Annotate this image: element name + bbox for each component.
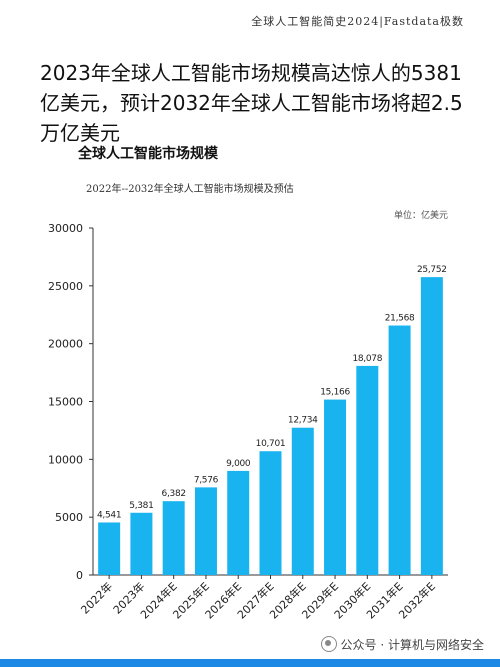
chart-subtitle: 2022年--2032年全球人工智能市场规模及预估 bbox=[86, 184, 294, 195]
watermark: 公众号 · 计算机与网络安全 bbox=[320, 636, 484, 653]
watermark-text: 公众号 · 计算机与网络安全 bbox=[340, 638, 484, 652]
bar bbox=[388, 325, 411, 575]
data-label: 15,166 bbox=[320, 388, 350, 398]
y-tick-label: 15000 bbox=[48, 396, 83, 409]
data-label: 18,078 bbox=[352, 354, 382, 364]
data-label: 21,568 bbox=[385, 314, 415, 324]
bar bbox=[227, 470, 250, 575]
data-label: 12,734 bbox=[288, 416, 318, 426]
chart-unit: 单位：亿美元 bbox=[393, 211, 448, 221]
bottom-bar bbox=[0, 659, 500, 667]
bar bbox=[420, 277, 443, 575]
wechat-icon bbox=[320, 636, 337, 652]
bar bbox=[194, 487, 217, 575]
data-label: 7,576 bbox=[194, 475, 219, 485]
bar bbox=[98, 522, 121, 575]
y-tick-label: 5000 bbox=[55, 511, 83, 524]
bar bbox=[259, 451, 282, 575]
data-label: 4,541 bbox=[97, 510, 121, 520]
bar bbox=[162, 501, 185, 575]
data-label: 9,000 bbox=[226, 459, 251, 469]
headline: 2023年全球人工智能市场规模高达惊人的5381亿美元，预计2032年全球人工智… bbox=[40, 61, 463, 145]
y-tick-label: 30000 bbox=[48, 222, 83, 235]
y-tick-label: 25000 bbox=[48, 280, 83, 293]
x-tick-label: 2022年 bbox=[78, 579, 115, 616]
bar-chart: 0 5000 10000 15000 20000 25000 30000 4,541 2022年… bbox=[48, 222, 448, 622]
page-header: 全球人工智能简史2024|Fastdata极数 bbox=[0, 0, 500, 40]
y-tick-label: 20000 bbox=[48, 338, 83, 351]
bar bbox=[356, 365, 379, 575]
header-text: 全球人工智能简史2024|Fastdata极数 bbox=[251, 15, 464, 28]
data-label: 25,752 bbox=[417, 265, 447, 275]
data-label: 10,701 bbox=[256, 439, 286, 449]
bar bbox=[291, 427, 314, 575]
data-label: 6,382 bbox=[162, 489, 186, 499]
data-label: 5,381 bbox=[129, 501, 153, 511]
bar bbox=[324, 399, 347, 575]
y-tick-label: 0 bbox=[76, 569, 83, 582]
chart-title: 全球人工智能市场规模 bbox=[78, 146, 218, 162]
bar bbox=[130, 512, 153, 575]
y-tick-label: 10000 bbox=[48, 453, 83, 466]
